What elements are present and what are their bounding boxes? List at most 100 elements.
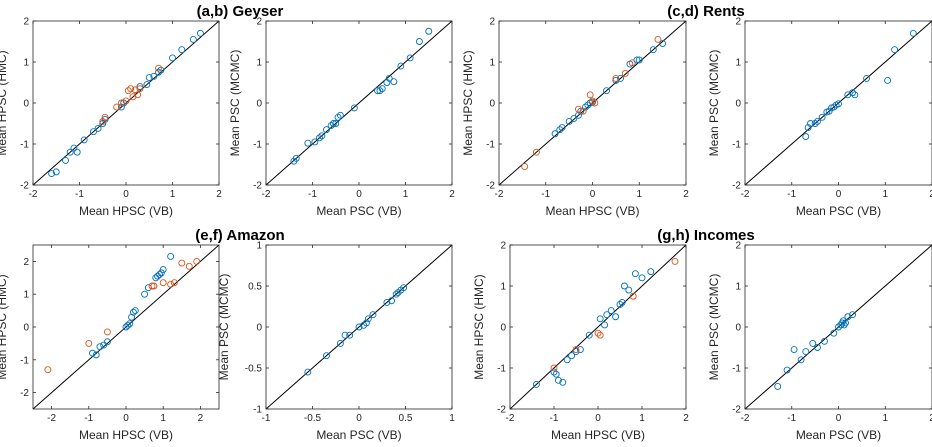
data-point (159, 266, 167, 274)
y-tick-label: -1 (497, 364, 506, 375)
x-tick-label: 1 (403, 189, 409, 200)
data-point (814, 344, 821, 351)
data-point (849, 311, 856, 319)
x-tick-label: 2 (198, 413, 204, 424)
data-point (383, 298, 391, 306)
data-point (156, 271, 163, 278)
y-tick-label: -1 (253, 405, 262, 416)
y-tick-label: 2 (735, 17, 741, 28)
series-blue (48, 29, 204, 177)
data-point (196, 29, 204, 37)
data-point (635, 56, 643, 64)
data-point (103, 328, 111, 336)
y-tick-label: -1 (486, 140, 495, 151)
data-point (649, 46, 657, 54)
data-point (851, 91, 859, 99)
data-point (128, 313, 136, 321)
data-point (92, 351, 100, 359)
data-point (638, 274, 646, 282)
data-point (96, 343, 104, 351)
data-point (811, 120, 819, 127)
series-blue (304, 284, 408, 376)
data-point (94, 124, 102, 132)
data-point (120, 99, 128, 107)
data-point (552, 370, 560, 378)
x-tick-label: 0 (836, 189, 842, 200)
data-point (124, 87, 132, 95)
x-axis-label: Mean HPSC (VB) (551, 428, 645, 442)
data-point (385, 74, 393, 82)
y-axis-label: Mean PSC (MCMC) (228, 50, 242, 157)
x-tick-label: -0.5 (304, 413, 322, 424)
data-point (783, 366, 791, 374)
x-tick-label: -1 (787, 413, 796, 424)
y-tick-label: 0 (735, 323, 741, 334)
data-point (318, 132, 326, 140)
y-tick-label: -2 (497, 405, 506, 416)
data-point (311, 138, 319, 146)
data-point (559, 378, 567, 386)
y-tick-label: 0 (500, 323, 506, 334)
data-point (145, 74, 153, 82)
data-point (849, 89, 856, 97)
data-point (568, 352, 576, 360)
data-point (625, 286, 633, 294)
scatter-panel-a: -2 -1 0 1 2 -2 -1 0 1 2 Mean HPSC (VB) Mean HPSC (H… (0, 17, 222, 219)
data-point (99, 120, 107, 127)
x-tick-label: 0 (595, 413, 601, 424)
data-point (52, 168, 60, 176)
y-tick-label: 0.5 (248, 282, 262, 293)
y-axis-label: Mean HPSC (HMC) (0, 274, 9, 379)
data-point (406, 54, 414, 62)
scatter-panel-e: -2 -1 0 1 2 -2 -1 0 1 2 Mean HPSC (VB) Mean HPSC (H… (0, 244, 220, 442)
data-point (797, 356, 805, 364)
data-point (620, 282, 628, 290)
data-point (355, 323, 363, 331)
data-point (612, 74, 620, 82)
data-point (129, 308, 137, 316)
x-tick-label: 2 (449, 189, 455, 200)
y-tick-label: 0 (256, 99, 262, 110)
y-tick-label: 0 (489, 99, 495, 110)
data-point (304, 139, 312, 147)
diagonal-line (266, 21, 452, 185)
data-point (323, 352, 330, 360)
y-tick-label: -2 (732, 405, 741, 416)
y-tick-label: -2 (732, 181, 741, 192)
y-tick-label: 1 (735, 282, 741, 293)
y-tick-label: 0 (23, 323, 29, 334)
x-tick-label: 2 (683, 413, 689, 424)
data-point (101, 115, 109, 123)
data-point (830, 103, 838, 111)
scatter-panel-c: -2 -1 0 1 2 -2 -1 0 1 2 Mean HPSC (VB) Mean HPSC (H… (461, 17, 689, 219)
title-amazon: (e,f) Amazon (195, 227, 284, 244)
data-point (136, 83, 144, 91)
y-tick-label: 2 (489, 17, 495, 28)
x-tick-label: 2 (683, 189, 689, 200)
data-point (821, 337, 828, 345)
data-point (304, 368, 312, 376)
data-point (150, 282, 158, 290)
diagonal-line (266, 245, 452, 409)
x-tick-label: -1 (541, 189, 550, 200)
data-point (131, 307, 139, 315)
series-orange (550, 257, 679, 372)
data-point (596, 331, 604, 339)
data-point (631, 270, 639, 278)
data-point (654, 36, 662, 43)
data-point (148, 282, 156, 290)
x-axis-label: Mean HPSC (VB) (79, 428, 173, 442)
data-point (143, 81, 151, 89)
data-point (169, 54, 176, 62)
title-geyser: (a,b) Geyser (197, 3, 284, 20)
data-point (842, 319, 849, 327)
x-tick-label: 0 (123, 413, 129, 424)
x-tick-label: -1 (550, 413, 559, 424)
data-point (563, 356, 571, 364)
y-tick-label: 0 (735, 99, 741, 110)
diagonal-line (510, 245, 686, 409)
data-point (830, 329, 838, 337)
y-tick-label: -1 (20, 355, 29, 366)
x-axis-label: Mean PSC (VB) (796, 428, 881, 442)
data-point (178, 259, 186, 267)
